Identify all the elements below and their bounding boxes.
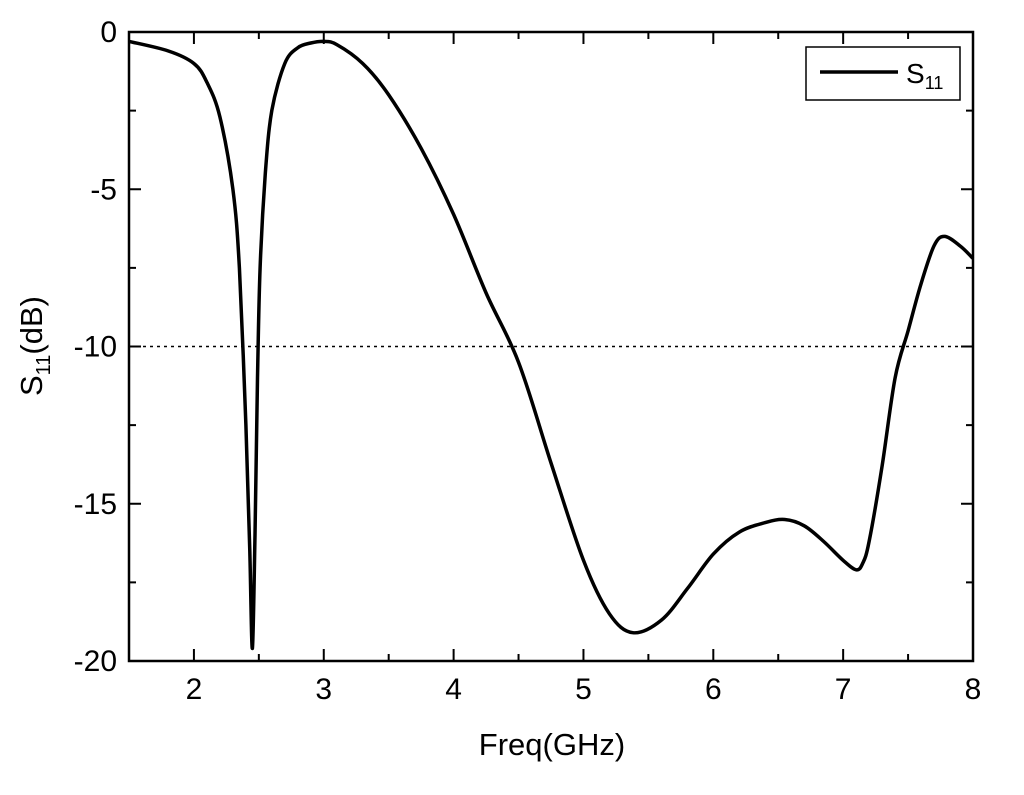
y-tick-label: -20: [74, 645, 117, 678]
series-line-s11: [128, 39, 975, 651]
tick-labels: 2 3 4 5 6 7 8 0 -5 -10 -15 -20: [74, 16, 982, 706]
legend: S11: [805, 46, 961, 101]
x-tick-label: 7: [835, 673, 852, 706]
x-tick-label: 5: [575, 673, 592, 706]
y-axis-title-main: S: [14, 375, 49, 396]
y-axis-title-subscript: 11: [33, 355, 55, 376]
x-tick-label: 6: [705, 673, 722, 706]
x-axis-title: Freq(GHz): [479, 727, 625, 762]
legend-label-main: S: [906, 58, 925, 89]
axis-ticks: [128, 31, 974, 662]
y-tick-label: -10: [74, 331, 117, 364]
y-tick-label: 0: [100, 16, 117, 49]
x-tick-label: 8: [965, 673, 982, 706]
y-tick-label: -15: [74, 488, 117, 521]
x-tick-label: 3: [315, 673, 332, 706]
x-tick-label: 4: [445, 673, 462, 706]
x-tick-label: 2: [186, 673, 203, 706]
plot-content: [128, 39, 975, 651]
legend-label-subscript: 11: [925, 73, 944, 93]
y-axis-title-suffix: (dB): [14, 296, 49, 355]
legend-label: S11: [906, 58, 943, 93]
y-tick-label: -5: [90, 173, 117, 206]
y-axis-title: S11(dB): [14, 296, 55, 396]
